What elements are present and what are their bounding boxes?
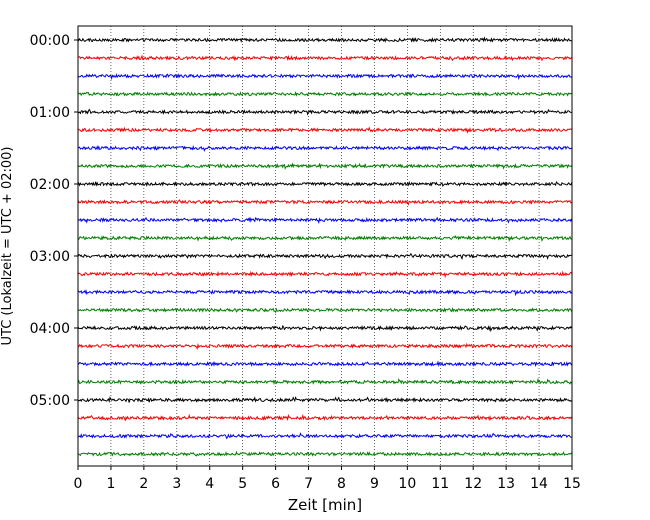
trace-line xyxy=(77,108,572,116)
y-tick-label: 03:00 xyxy=(30,249,70,265)
trace-line xyxy=(77,73,572,81)
trace-line xyxy=(77,360,573,368)
x-tick-label: 3 xyxy=(172,476,181,492)
trace-line xyxy=(77,199,572,206)
x-tick-label: 4 xyxy=(205,476,214,492)
x-axis-ticks: 0 1 2 3 4 5 6 7 8 9 10 11 12 13 14 15 xyxy=(74,466,581,492)
trace-series xyxy=(77,36,573,457)
y-tick-label: 04:00 xyxy=(30,321,70,337)
trace-line xyxy=(78,90,572,97)
x-tick-label: 15 xyxy=(563,476,581,492)
x-tick-label: 8 xyxy=(337,476,346,492)
trace-line xyxy=(77,36,572,43)
trace-line xyxy=(77,307,573,314)
trace-line xyxy=(77,252,572,261)
x-tick-label: 5 xyxy=(238,476,247,492)
trace-line xyxy=(77,450,573,457)
trace-line xyxy=(77,162,572,170)
trace-line xyxy=(77,54,572,62)
y-tick-label: 01:00 xyxy=(30,105,70,121)
x-tick-label: 13 xyxy=(497,476,515,492)
x-tick-label: 7 xyxy=(304,476,313,492)
x-tick-label: 0 xyxy=(74,476,83,492)
x-tick-label: 11 xyxy=(431,476,449,492)
trace-line xyxy=(77,145,572,152)
y-tick-label: 00:00 xyxy=(30,33,70,49)
y-tick-label: 05:00 xyxy=(30,393,70,409)
x-tick-label: 14 xyxy=(530,476,548,492)
y-axis-label: UTC (Lokalzeit = UTC + 02:00) xyxy=(0,147,15,346)
x-axis-label: Zeit [min] xyxy=(288,496,362,514)
trace-line xyxy=(77,432,572,440)
trace-line xyxy=(77,126,572,134)
y-axis-ticks: 00:00 01:00 02:00 03:00 04:00 05:00 xyxy=(30,33,78,409)
trace-line xyxy=(77,395,572,404)
plot-frame xyxy=(77,25,573,467)
trace-line xyxy=(77,413,573,422)
y-tick-label: 02:00 xyxy=(30,177,70,193)
trace-line xyxy=(77,377,573,386)
trace-line xyxy=(77,216,573,225)
x-tick-label: 2 xyxy=(139,476,148,492)
trace-line xyxy=(77,270,573,279)
grid-lines xyxy=(110,26,540,466)
trace-line xyxy=(77,324,573,333)
trace-line xyxy=(77,342,573,350)
trace-line xyxy=(77,180,573,188)
x-tick-label: 1 xyxy=(106,476,115,492)
trace-line xyxy=(77,235,572,242)
trace-line xyxy=(77,289,572,297)
x-tick-label: 9 xyxy=(370,476,379,492)
x-tick-label: 6 xyxy=(271,476,280,492)
x-tick-label: 12 xyxy=(464,476,482,492)
x-tick-label: 10 xyxy=(398,476,416,492)
